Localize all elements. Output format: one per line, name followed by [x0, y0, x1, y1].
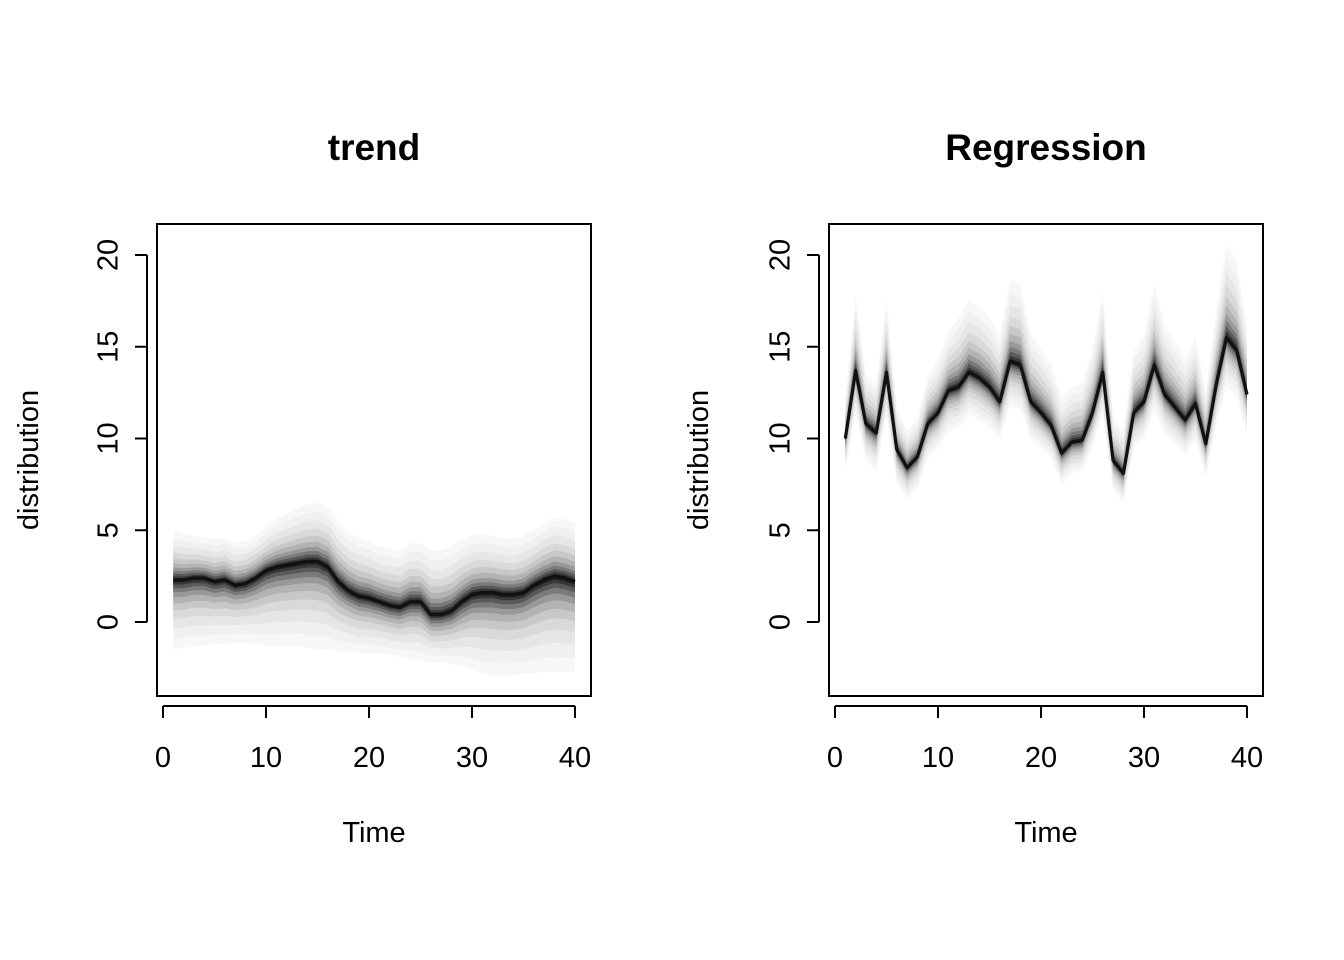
distribution-band — [845, 285, 1247, 490]
x-tick-label: 10 — [922, 742, 954, 774]
x-tick-label: 0 — [827, 742, 843, 774]
panel-1: trend 0 10 20 30 40 Time 0 5 10 15 20 distribution — [13, 127, 592, 849]
x-axis-label: Time — [342, 817, 405, 849]
y-tick-label: 10 — [93, 422, 125, 454]
y-tick-label: 0 — [765, 614, 797, 630]
x-axis: 0 10 20 30 40 — [155, 705, 591, 774]
distribution-band — [845, 326, 1247, 477]
x-tick-label: 0 — [155, 742, 171, 774]
panel-2: Regression 0 10 20 30 40 Time 0 5 10 15 20 distribut… — [683, 127, 1264, 849]
distribution-band — [845, 272, 1247, 494]
y-tick-label: 15 — [765, 331, 797, 363]
y-tick-label: 5 — [93, 522, 125, 538]
y-tick-label: 20 — [93, 239, 125, 271]
y-tick-label: 15 — [93, 331, 125, 363]
distribution-band — [173, 557, 576, 618]
x-tick-label: 20 — [1025, 742, 1057, 774]
plot-frame — [828, 223, 1264, 697]
x-tick-label: 10 — [250, 742, 282, 774]
chart-title: trend — [328, 127, 421, 168]
x-axis: 0 10 20 30 40 — [827, 705, 1263, 774]
x-tick-label: 40 — [1231, 742, 1263, 774]
x-tick-label: 20 — [353, 742, 385, 774]
median-line — [843, 336, 1249, 475]
y-tick-label: 20 — [765, 239, 797, 271]
y-axis: 0 5 10 15 20 — [93, 239, 148, 630]
median-line — [173, 559, 576, 617]
plot-frame — [156, 223, 592, 697]
x-tick-label: 30 — [1128, 742, 1160, 774]
chart-title: Regression — [945, 127, 1147, 168]
y-axis: 0 5 10 15 20 — [765, 239, 820, 630]
x-tick-label: 30 — [456, 742, 488, 774]
y-tick-label: 5 — [765, 522, 797, 538]
plot-area — [843, 244, 1249, 503]
x-axis-label: Time — [1014, 817, 1077, 849]
y-axis-label: distribution — [13, 390, 45, 530]
y-tick-label: 0 — [93, 614, 125, 630]
plot-area — [173, 502, 576, 676]
y-axis-label: distribution — [683, 390, 715, 530]
x-tick-label: 40 — [559, 742, 591, 774]
y-tick-label: 10 — [765, 422, 797, 454]
